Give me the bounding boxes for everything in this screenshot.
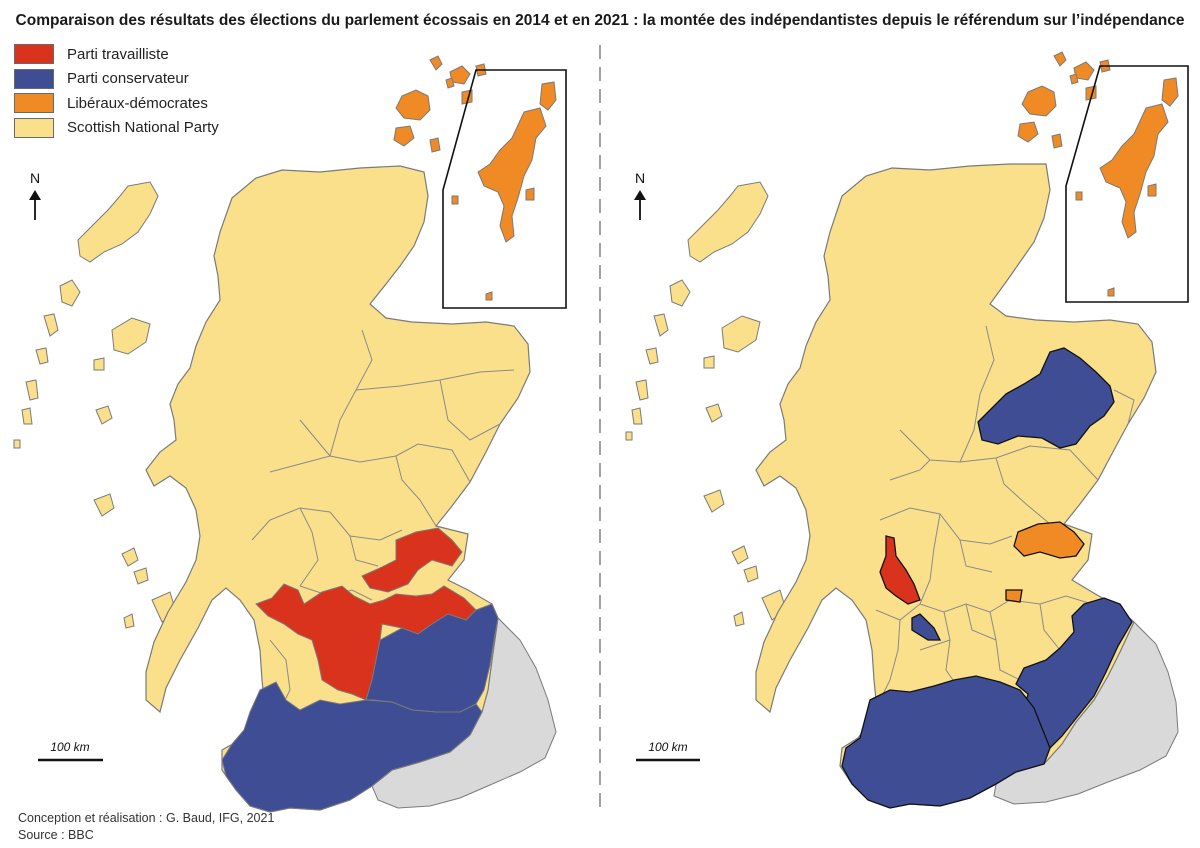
legend-item-libdem: Libéraux-démocrates: [14, 91, 219, 116]
north-arrow-2014: N: [29, 170, 41, 220]
scale-bar-2021: 100 km: [636, 740, 700, 762]
legend-label-conservative: Parti conservateur: [67, 70, 189, 88]
western-isles: [625, 181, 769, 441]
credits-source: Source : BBC: [18, 828, 94, 842]
map-title: Comparaison des résultats des élections …: [15, 12, 1185, 29]
conservative-seats-2021: [841, 347, 1133, 809]
legend-item-conservative: Parti conservateur: [14, 67, 219, 92]
scale-label-2014: 100 km: [50, 740, 89, 754]
orkney-islands: [1017, 51, 1111, 149]
conservative-seats-2014: [221, 603, 499, 813]
shetland-inset-frame: [442, 69, 567, 309]
shetland-inset-frame: [1065, 65, 1189, 303]
legend-swatch-labour: [14, 44, 54, 65]
north-label-2014: N: [30, 170, 40, 186]
labour-seats-2021: [879, 535, 921, 605]
inner-isles: [703, 315, 787, 627]
legend-swatch-snp: [14, 117, 54, 138]
legend-swatch-libdem: [14, 93, 54, 114]
legend-label-snp: Scottish National Party: [67, 119, 219, 137]
shetland-islands: [451, 81, 557, 301]
inner-isles: [93, 317, 177, 629]
legend-label-labour: Parti travailliste: [67, 45, 169, 63]
map-2014: N 100 km: [13, 55, 567, 813]
scale-bar-2014: 100 km: [38, 740, 103, 762]
credits: Conception et réalisation : G. Baud, IFG…: [18, 810, 274, 844]
shetland-islands: [1075, 77, 1179, 297]
legend-item-labour: Parti travailliste: [14, 42, 219, 67]
map-2021: N 100 km: [625, 51, 1189, 809]
north-label-2021: N: [635, 170, 645, 186]
legend-swatch-conservative: [14, 68, 54, 89]
north-arrow-2021: N: [634, 170, 646, 220]
constituency-borders-2014: [251, 329, 515, 711]
orkney-islands: [393, 55, 487, 153]
scale-label-2021: 100 km: [648, 740, 687, 754]
legend-label-libdem: Libéraux-démocrates: [67, 94, 208, 112]
credits-author: Conception et réalisation : G. Baud, IFG…: [18, 811, 275, 825]
western-isles: [13, 181, 159, 449]
libdem-seats-2021: [1005, 521, 1085, 603]
legend-item-snp: Scottish National Party: [14, 116, 219, 141]
legend: Parti travailliste Parti conservateur Li…: [14, 42, 219, 140]
labour-seats-2014: [255, 527, 477, 701]
